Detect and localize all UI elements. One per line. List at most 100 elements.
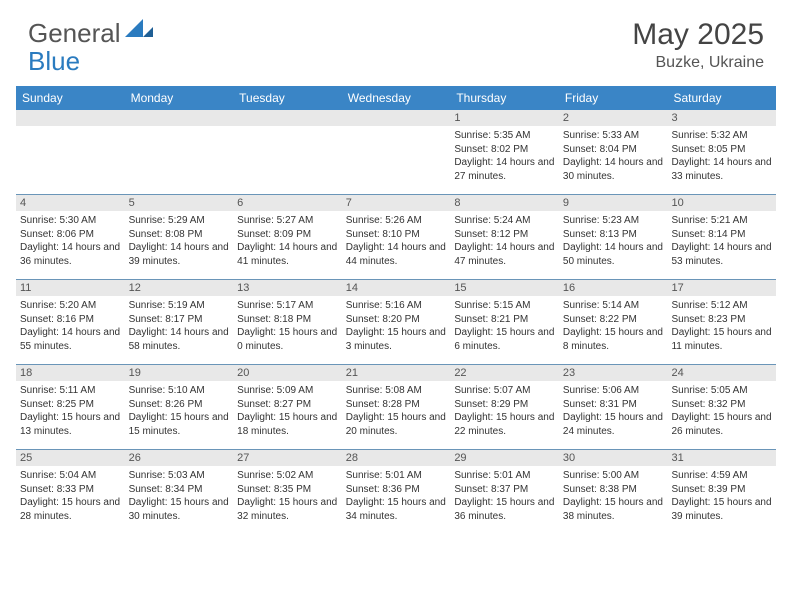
daylight-text: Daylight: 15 hours and 11 minutes. [671, 326, 772, 353]
daylight-text: Daylight: 14 hours and 41 minutes. [237, 241, 338, 268]
sunrise-text: Sunrise: 5:05 AM [671, 384, 772, 398]
daylight-text: Daylight: 15 hours and 3 minutes. [346, 326, 447, 353]
day-number: 28 [342, 450, 451, 466]
daylight-text: Daylight: 14 hours and 50 minutes. [563, 241, 664, 268]
logo-text-general: General [28, 18, 121, 49]
day-number: 26 [125, 450, 234, 466]
sunrise-text: Sunrise: 4:59 AM [671, 469, 772, 483]
weekday-header: Friday [559, 86, 668, 110]
day-cell: 24 Sunrise: 5:05 AMSunset: 8:32 PMDayligh… [667, 365, 776, 449]
day-number: 12 [125, 280, 234, 296]
day-cell: 16Sunrise: 5:14 AMSunset: 8:22 PMDayligh… [559, 280, 668, 364]
daylight-text: Daylight: 14 hours and 27 minutes. [454, 156, 555, 183]
sunset-text: Sunset: 8:28 PM [346, 398, 447, 412]
daylight-text: Daylight: 14 hours and 53 minutes. [671, 241, 772, 268]
day-number: 31 [667, 450, 776, 466]
day-number: 13 [233, 280, 342, 296]
day-cell: 22Sunrise: 5:07 AMSunset: 8:29 PMDayligh… [450, 365, 559, 449]
daylight-text: Daylight: 15 hours and 26 minutes. [671, 411, 772, 438]
day-cell: 15Sunrise: 5:15 AMSunset: 8:21 PMDayligh… [450, 280, 559, 364]
title-block: May 2025 Buzke, Ukraine [632, 18, 764, 72]
day-number: 27 [233, 450, 342, 466]
day-number: 7 [342, 195, 451, 211]
day-number: 2 [559, 110, 668, 126]
daylight-text: Daylight: 14 hours and 58 minutes. [129, 326, 230, 353]
sunrise-text: Sunrise: 5:21 AM [671, 214, 772, 228]
weekday-header: Thursday [450, 86, 559, 110]
logo-text-blue: Blue [28, 46, 80, 77]
sunrise-text: Sunrise: 5:12 AM [671, 299, 772, 313]
daylight-text: Daylight: 15 hours and 15 minutes. [129, 411, 230, 438]
day-number: 8 [450, 195, 559, 211]
weekday-header: Sunday [16, 86, 125, 110]
day-number: 18 [16, 365, 125, 381]
sunrise-text: Sunrise: 5:10 AM [129, 384, 230, 398]
sunset-text: Sunset: 8:09 PM [237, 228, 338, 242]
sunrise-text: Sunrise: 5:26 AM [346, 214, 447, 228]
day-number: 3 [667, 110, 776, 126]
daylight-text: Daylight: 15 hours and 24 minutes. [563, 411, 664, 438]
daylight-text: Daylight: 15 hours and 30 minutes. [129, 496, 230, 523]
weekday-header: Saturday [667, 86, 776, 110]
day-cell [342, 110, 451, 194]
daylight-text: Daylight: 15 hours and 38 minutes. [563, 496, 664, 523]
sunrise-text: Sunrise: 5:29 AM [129, 214, 230, 228]
sunset-text: Sunset: 8:23 PM [671, 313, 772, 327]
sunrise-text: Sunrise: 5:01 AM [346, 469, 447, 483]
sunset-text: Sunset: 8:05 PM [671, 143, 772, 157]
day-cell: 31Sunrise: 4:59 AMSunset: 8:39 PMDayligh… [667, 450, 776, 534]
sunset-text: Sunset: 8:34 PM [129, 483, 230, 497]
daylight-text: Daylight: 14 hours and 39 minutes. [129, 241, 230, 268]
day-cell: 20Sunrise: 5:09 AMSunset: 8:27 PMDayligh… [233, 365, 342, 449]
day-number: 15 [450, 280, 559, 296]
sunrise-text: Sunrise: 5:02 AM [237, 469, 338, 483]
calendar-week-row: 11Sunrise: 5:20 AMSunset: 8:16 PMDayligh… [16, 279, 776, 364]
daylight-text: Daylight: 15 hours and 34 minutes. [346, 496, 447, 523]
calendar-week-row: 4Sunrise: 5:30 AMSunset: 8:06 PMDaylight… [16, 194, 776, 279]
daylight-text: Daylight: 15 hours and 13 minutes. [20, 411, 121, 438]
header: General May 2025 Buzke, Ukraine [0, 0, 792, 82]
calendar: Sunday Monday Tuesday Wednesday Thursday… [16, 86, 776, 534]
sunrise-text: Sunrise: 5:32 AM [671, 129, 772, 143]
calendar-week-row: 1Sunrise: 5:35 AMSunset: 8:02 PMDaylight… [16, 110, 776, 194]
sunset-text: Sunset: 8:37 PM [454, 483, 555, 497]
sunset-text: Sunset: 8:02 PM [454, 143, 555, 157]
sunset-text: Sunset: 8:35 PM [237, 483, 338, 497]
day-number [16, 110, 125, 126]
day-cell: 6Sunrise: 5:27 AMSunset: 8:09 PMDaylight… [233, 195, 342, 279]
day-cell: 18Sunrise: 5:11 AMSunset: 8:25 PMDayligh… [16, 365, 125, 449]
sunset-text: Sunset: 8:39 PM [671, 483, 772, 497]
daylight-text: Daylight: 15 hours and 18 minutes. [237, 411, 338, 438]
logo: General [28, 18, 153, 49]
sunrise-text: Sunrise: 5:06 AM [563, 384, 664, 398]
day-cell: 21Sunrise: 5:08 AMSunset: 8:28 PMDayligh… [342, 365, 451, 449]
day-number: 21 [342, 365, 451, 381]
sunrise-text: Sunrise: 5:07 AM [454, 384, 555, 398]
sunrise-text: Sunrise: 5:23 AM [563, 214, 664, 228]
day-number: 19 [125, 365, 234, 381]
day-number [125, 110, 234, 126]
day-number: 6 [233, 195, 342, 211]
day-cell: 25Sunrise: 5:04 AMSunset: 8:33 PMDayligh… [16, 450, 125, 534]
day-number: 24 [667, 365, 776, 381]
sunset-text: Sunset: 8:08 PM [129, 228, 230, 242]
daylight-text: Daylight: 15 hours and 28 minutes. [20, 496, 121, 523]
sunset-text: Sunset: 8:31 PM [563, 398, 664, 412]
daylight-text: Daylight: 14 hours and 47 minutes. [454, 241, 555, 268]
sunset-text: Sunset: 8:32 PM [671, 398, 772, 412]
day-cell: 13Sunrise: 5:17 AMSunset: 8:18 PMDayligh… [233, 280, 342, 364]
day-cell: 5Sunrise: 5:29 AMSunset: 8:08 PMDaylight… [125, 195, 234, 279]
day-number: 4 [16, 195, 125, 211]
sunrise-text: Sunrise: 5:24 AM [454, 214, 555, 228]
calendar-body: 1Sunrise: 5:35 AMSunset: 8:02 PMDaylight… [16, 110, 776, 534]
sunrise-text: Sunrise: 5:15 AM [454, 299, 555, 313]
daylight-text: Daylight: 14 hours and 55 minutes. [20, 326, 121, 353]
day-cell: 26Sunrise: 5:03 AMSunset: 8:34 PMDayligh… [125, 450, 234, 534]
sunset-text: Sunset: 8:18 PM [237, 313, 338, 327]
day-number [342, 110, 451, 126]
calendar-week-row: 25Sunrise: 5:04 AMSunset: 8:33 PMDayligh… [16, 449, 776, 534]
sunset-text: Sunset: 8:17 PM [129, 313, 230, 327]
day-cell: 27Sunrise: 5:02 AMSunset: 8:35 PMDayligh… [233, 450, 342, 534]
day-number: 29 [450, 450, 559, 466]
sunset-text: Sunset: 8:06 PM [20, 228, 121, 242]
